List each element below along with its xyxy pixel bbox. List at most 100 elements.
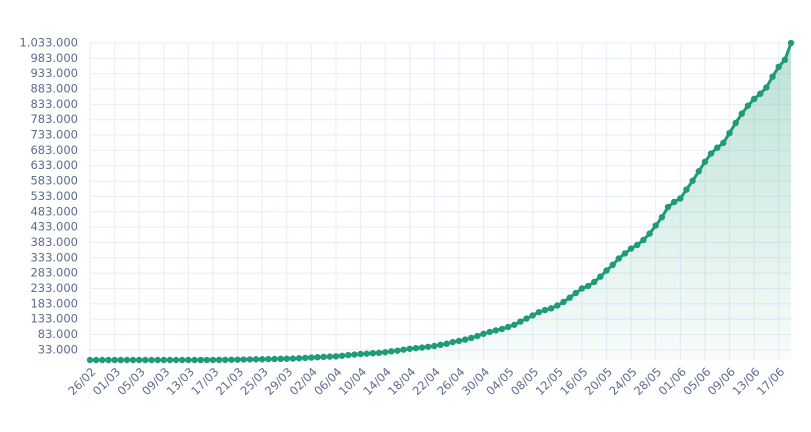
point bbox=[726, 129, 733, 137]
point bbox=[504, 323, 512, 331]
point bbox=[492, 327, 500, 334]
point bbox=[258, 356, 266, 363]
point bbox=[400, 346, 407, 353]
point bbox=[584, 282, 592, 290]
point bbox=[578, 285, 586, 292]
y-tick-label: 133.000 bbox=[30, 312, 78, 326]
point bbox=[117, 356, 124, 364]
point bbox=[123, 356, 131, 364]
point bbox=[418, 344, 426, 351]
point bbox=[215, 356, 223, 364]
point bbox=[437, 341, 444, 349]
point bbox=[554, 302, 561, 309]
point bbox=[302, 354, 309, 362]
y-tick-label: 283.000 bbox=[30, 266, 78, 280]
point bbox=[135, 356, 143, 364]
point bbox=[179, 356, 186, 364]
point bbox=[658, 214, 666, 221]
point bbox=[443, 340, 450, 347]
point bbox=[431, 342, 438, 350]
point bbox=[240, 356, 247, 363]
point bbox=[670, 198, 678, 206]
point bbox=[603, 267, 610, 274]
point bbox=[597, 273, 604, 280]
point bbox=[295, 355, 303, 362]
point bbox=[289, 355, 297, 362]
point bbox=[560, 298, 567, 306]
point bbox=[412, 344, 420, 352]
y-tick-label: 533.000 bbox=[30, 189, 78, 203]
point bbox=[615, 255, 623, 262]
point bbox=[714, 144, 721, 151]
point bbox=[523, 315, 530, 322]
y-tick-label: 33.000 bbox=[38, 342, 78, 356]
y-tick-label: 683.000 bbox=[30, 143, 78, 157]
point bbox=[111, 356, 118, 364]
point bbox=[234, 356, 241, 363]
point bbox=[763, 84, 770, 91]
y-tick-label: 833.000 bbox=[30, 97, 78, 111]
point bbox=[480, 330, 487, 337]
y-tick-label: 583.000 bbox=[30, 174, 78, 188]
point bbox=[160, 356, 167, 364]
y-tick-label: 633.000 bbox=[30, 158, 78, 172]
point bbox=[640, 236, 647, 244]
point bbox=[332, 353, 340, 360]
point bbox=[363, 350, 370, 357]
point bbox=[529, 312, 536, 319]
point bbox=[345, 351, 352, 359]
point bbox=[652, 222, 659, 229]
point bbox=[351, 351, 358, 358]
point bbox=[486, 328, 493, 336]
y-tick-label: 783.000 bbox=[30, 112, 78, 126]
point bbox=[677, 195, 684, 202]
point bbox=[197, 356, 204, 364]
point bbox=[769, 73, 776, 80]
point bbox=[369, 349, 377, 357]
point bbox=[172, 356, 180, 364]
point bbox=[203, 356, 211, 364]
y-tick-label: 433.000 bbox=[30, 220, 78, 234]
point bbox=[757, 90, 764, 97]
y-tick-label: 233.000 bbox=[30, 281, 78, 295]
point bbox=[498, 325, 506, 333]
point bbox=[148, 356, 155, 364]
point bbox=[695, 168, 702, 175]
point bbox=[775, 63, 782, 71]
y-tick-label: 83.000 bbox=[38, 327, 78, 341]
point bbox=[381, 349, 389, 356]
point bbox=[634, 241, 641, 249]
point bbox=[314, 354, 321, 361]
point bbox=[92, 356, 100, 364]
point bbox=[388, 348, 395, 355]
point bbox=[425, 343, 432, 350]
point bbox=[252, 356, 260, 363]
point bbox=[357, 350, 364, 358]
point bbox=[474, 332, 481, 340]
point bbox=[738, 110, 746, 117]
point bbox=[105, 356, 112, 364]
y-tick-label: 733.000 bbox=[30, 128, 78, 142]
point bbox=[707, 150, 715, 157]
point bbox=[646, 230, 653, 237]
point bbox=[308, 354, 315, 361]
point bbox=[406, 345, 413, 352]
point bbox=[683, 186, 690, 193]
point bbox=[787, 39, 795, 47]
point bbox=[461, 336, 469, 343]
point bbox=[517, 318, 524, 325]
point bbox=[750, 95, 758, 103]
point bbox=[320, 353, 327, 361]
point bbox=[99, 356, 106, 364]
point bbox=[511, 321, 518, 328]
point bbox=[209, 356, 217, 364]
point bbox=[566, 294, 573, 301]
point bbox=[326, 353, 334, 360]
point bbox=[591, 278, 598, 286]
point bbox=[541, 306, 549, 314]
point bbox=[455, 337, 463, 345]
point bbox=[228, 356, 235, 363]
point bbox=[664, 203, 672, 211]
point bbox=[394, 347, 401, 354]
